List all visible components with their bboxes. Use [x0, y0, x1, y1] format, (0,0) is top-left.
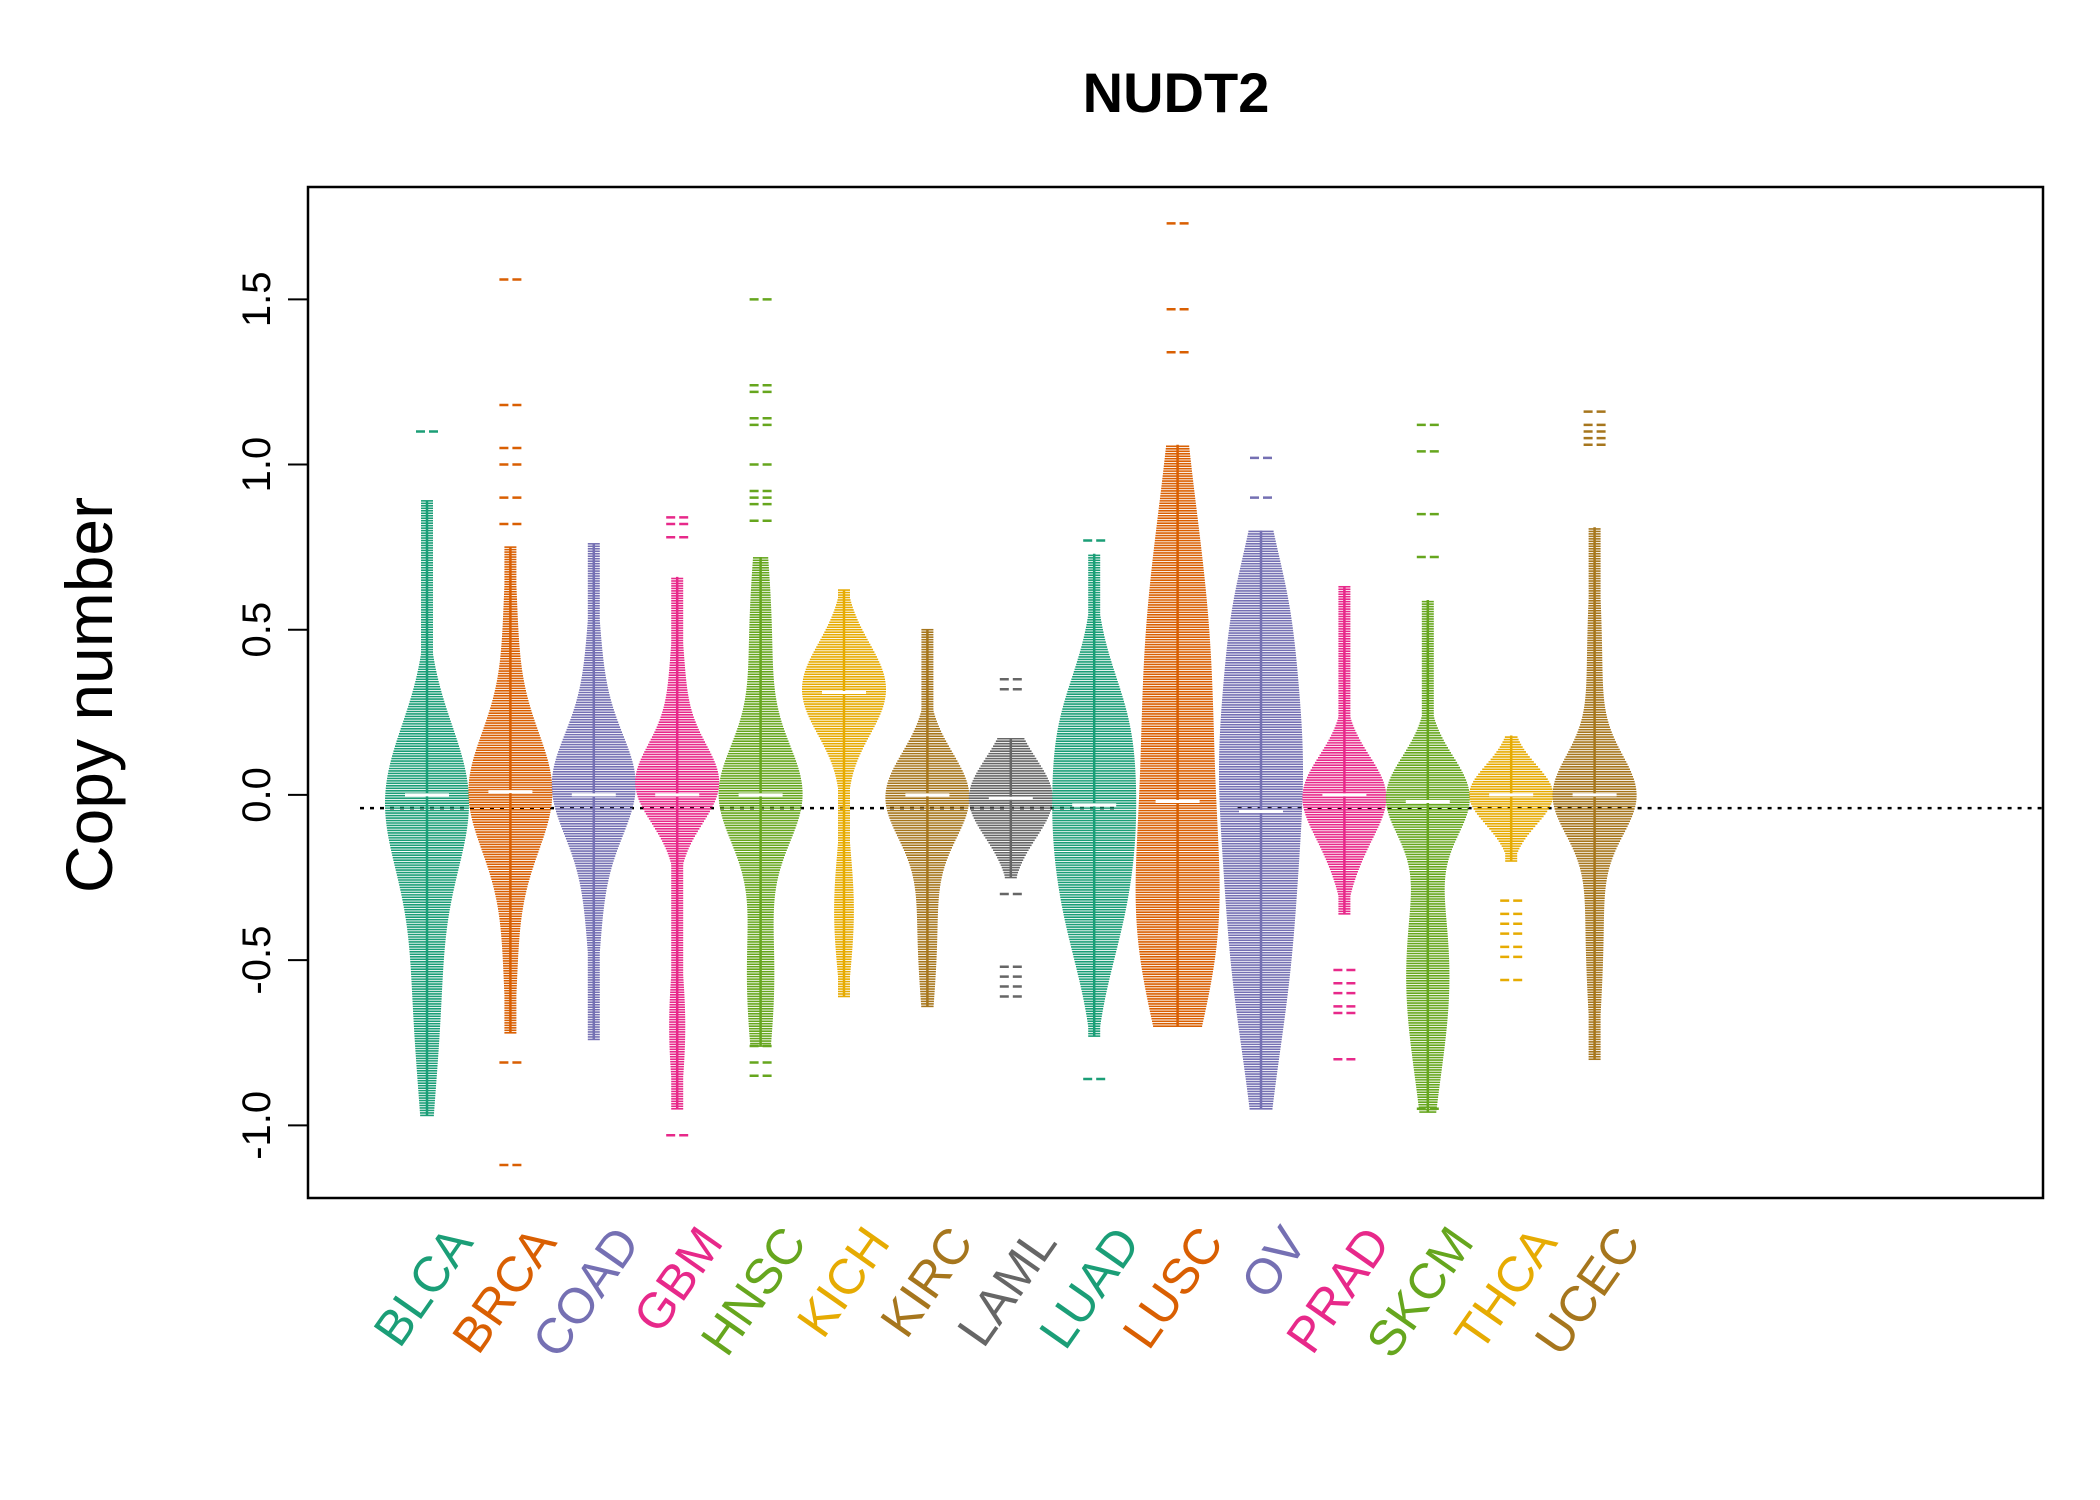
- y-tick-label: 0.5: [235, 602, 279, 658]
- bean-coad: [551, 543, 636, 1041]
- y-axis-label: Copy number: [52, 497, 126, 893]
- bean-gbm: [635, 516, 720, 1137]
- y-tick-label: -1.0: [235, 1091, 279, 1160]
- bean-brca: [468, 278, 553, 1167]
- x-label-kich: KICH: [786, 1217, 900, 1347]
- y-tick-label: -0.5: [235, 926, 279, 995]
- y-tick-label: 1.0: [235, 437, 279, 493]
- bean-thca: [1469, 735, 1554, 982]
- bean-ucec: [1552, 410, 1637, 1061]
- chart-title: NUDT2: [1083, 61, 1270, 124]
- plot-frame: [306, 185, 2045, 1200]
- bean-ov: [1219, 456, 1303, 1110]
- bean-laml: [968, 678, 1053, 998]
- y-tick-label: 1.5: [235, 272, 279, 328]
- bean-prad: [1302, 585, 1387, 1061]
- bean-lusc: [1135, 222, 1220, 1027]
- y-tick-label: 0.0: [235, 767, 279, 823]
- bean-kich: [802, 589, 886, 998]
- bean-skcm: [1385, 423, 1470, 1113]
- bean-hnsc: [718, 298, 803, 1078]
- bean-luad: [1052, 539, 1137, 1081]
- bean-blca: [385, 430, 469, 1117]
- bean-kirc: [885, 628, 970, 1008]
